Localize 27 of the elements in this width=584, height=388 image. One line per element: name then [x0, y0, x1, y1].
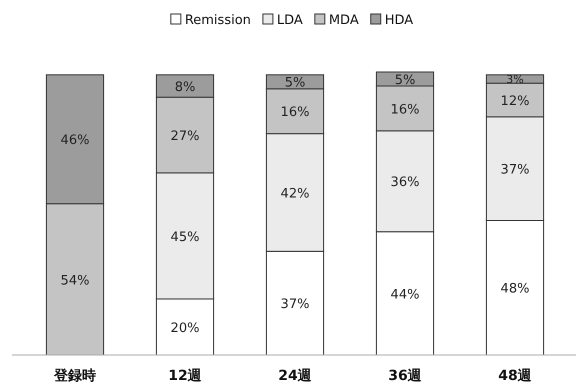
- data-label: 42%: [280, 186, 310, 202]
- data-label: 20%: [170, 320, 200, 336]
- data-label: 44%: [390, 287, 420, 302]
- data-label: 45%: [170, 230, 200, 245]
- data-label: 3%: [506, 73, 524, 86]
- data-label: 16%: [390, 102, 420, 118]
- data-label: 54%: [60, 273, 90, 288]
- data-label: 48%: [500, 282, 530, 297]
- x-tick-label: 12週: [168, 368, 203, 384]
- x-tick-label: 36週: [388, 368, 423, 384]
- data-label: 37%: [280, 297, 310, 312]
- legend-label: LDA: [276, 13, 303, 28]
- data-label: 27%: [170, 128, 200, 144]
- data-label: 46%: [60, 133, 90, 148]
- x-tick-label: 24週: [278, 368, 313, 384]
- data-label: 5%: [284, 76, 306, 91]
- data-label: 36%: [390, 175, 420, 190]
- data-label: 8%: [174, 80, 196, 95]
- data-label: 37%: [500, 162, 530, 178]
- legend-label: Remission: [184, 13, 251, 28]
- data-label: 12%: [500, 94, 530, 109]
- data-label: 5%: [394, 72, 416, 88]
- data-label: 16%: [280, 105, 310, 120]
- x-tick-label: 登録時: [53, 368, 96, 384]
- x-tick-label: 48週: [498, 368, 533, 384]
- legend-label: HDA: [384, 13, 414, 28]
- legend-label: MDA: [328, 13, 359, 28]
